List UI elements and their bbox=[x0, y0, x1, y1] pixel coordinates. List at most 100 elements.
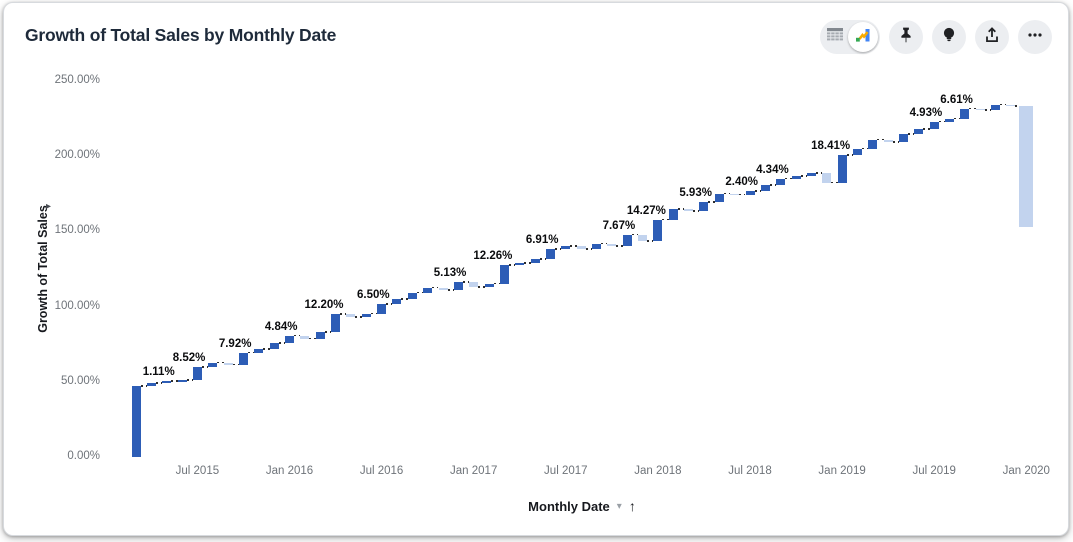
waterfall-bar[interactable] bbox=[315, 332, 325, 339]
waterfall-bar[interactable] bbox=[162, 381, 172, 384]
waterfall-bar[interactable] bbox=[515, 263, 525, 266]
waterfall-bar[interactable] bbox=[653, 219, 663, 242]
x-tick-label: Jan 2020 bbox=[1002, 465, 1050, 477]
waterfall-bar[interactable] bbox=[945, 118, 955, 122]
waterfall-bar[interactable] bbox=[714, 193, 724, 203]
waterfall-bar[interactable] bbox=[208, 362, 218, 368]
waterfall-bar[interactable] bbox=[238, 352, 248, 365]
share-button[interactable] bbox=[975, 20, 1009, 54]
table-view-button[interactable] bbox=[822, 22, 848, 52]
connector-line bbox=[938, 120, 946, 123]
data-label: 4.93% bbox=[909, 106, 943, 119]
connector-line bbox=[954, 117, 961, 120]
waterfall-bar[interactable] bbox=[592, 243, 601, 250]
x-axis-title[interactable]: Monthly Date bbox=[528, 498, 610, 514]
data-label: 7.92% bbox=[218, 337, 252, 350]
sort-ascending-icon[interactable]: ↑ bbox=[628, 498, 636, 514]
waterfall-bar[interactable] bbox=[914, 129, 924, 135]
waterfall-bar[interactable] bbox=[177, 380, 187, 382]
waterfall-bar[interactable] bbox=[899, 134, 908, 143]
x-tick-label: Jan 2019 bbox=[818, 465, 866, 477]
waterfall-bar[interactable] bbox=[331, 314, 341, 333]
pin-icon bbox=[897, 26, 915, 49]
waterfall-bar[interactable] bbox=[699, 202, 709, 212]
waterfall-bar[interactable] bbox=[561, 246, 571, 249]
waterfall-bar[interactable] bbox=[975, 108, 985, 111]
pin-button[interactable] bbox=[889, 20, 923, 54]
waterfall-bar[interactable] bbox=[607, 243, 617, 247]
lightbulb-icon bbox=[940, 26, 958, 49]
waterfall-bar[interactable] bbox=[760, 185, 770, 191]
connector-line bbox=[201, 366, 209, 368]
waterfall-bar[interactable] bbox=[883, 139, 893, 143]
waterfall-bar[interactable] bbox=[131, 386, 141, 457]
waterfall-bar[interactable] bbox=[392, 299, 402, 305]
y-tick-label: 150.00% bbox=[54, 224, 100, 237]
waterfall-bar[interactable] bbox=[254, 349, 264, 353]
connector-line bbox=[447, 289, 454, 291]
waterfall-bar[interactable] bbox=[223, 362, 233, 365]
connector-line bbox=[708, 201, 715, 203]
waterfall-bar[interactable] bbox=[530, 259, 540, 264]
y-axis-expand-icon[interactable]: ▸ bbox=[46, 201, 52, 212]
connector-line bbox=[278, 342, 285, 344]
connector-line bbox=[984, 109, 992, 111]
waterfall-bar[interactable] bbox=[576, 246, 586, 250]
waterfall-bar[interactable] bbox=[929, 121, 939, 130]
waterfall-bar[interactable] bbox=[806, 173, 816, 177]
waterfall-bar[interactable] bbox=[837, 155, 847, 183]
waterfall-bar[interactable] bbox=[192, 367, 202, 381]
waterfall-bar[interactable] bbox=[852, 148, 862, 156]
connector-line bbox=[416, 291, 424, 294]
chart-view-button[interactable] bbox=[848, 22, 878, 52]
waterfall-bar[interactable] bbox=[822, 173, 832, 183]
data-label: 6.91% bbox=[525, 234, 559, 246]
connector-line bbox=[739, 193, 746, 196]
waterfall-bar[interactable] bbox=[361, 313, 371, 318]
waterfall-bar[interactable] bbox=[622, 234, 632, 247]
connector-line bbox=[155, 382, 163, 384]
waterfall-bar[interactable] bbox=[776, 178, 786, 186]
waterfall-bar[interactable] bbox=[499, 265, 509, 284]
waterfall-bar[interactable] bbox=[146, 383, 156, 386]
waterfall-bar[interactable] bbox=[469, 282, 479, 288]
connector-line bbox=[923, 128, 930, 130]
waterfall-bar[interactable] bbox=[377, 304, 387, 314]
waterfall-bar[interactable] bbox=[868, 139, 878, 149]
waterfall-bar[interactable] bbox=[1019, 106, 1034, 227]
waterfall-bar[interactable] bbox=[668, 209, 678, 220]
data-label: 1.11% bbox=[142, 366, 175, 379]
y-tick-label: 100.00% bbox=[54, 299, 100, 312]
x-axis-control[interactable]: Monthly Date ▾ ↑ bbox=[528, 498, 636, 514]
connector-line bbox=[232, 363, 239, 366]
waterfall-bar[interactable] bbox=[407, 292, 417, 300]
connector-line bbox=[616, 245, 623, 247]
more-button[interactable] bbox=[1018, 20, 1052, 54]
x-tick-label: Jan 2016 bbox=[265, 465, 314, 477]
data-label: 5.13% bbox=[433, 267, 467, 280]
connector-line bbox=[294, 334, 301, 337]
connector-line bbox=[355, 316, 362, 318]
connector-line bbox=[524, 262, 531, 264]
waterfall-bar[interactable] bbox=[300, 335, 310, 339]
waterfall-bar[interactable] bbox=[484, 283, 494, 288]
waterfall-bar[interactable] bbox=[346, 314, 356, 318]
x-tick-label: Jul 2019 bbox=[912, 465, 956, 477]
waterfall-bar[interactable] bbox=[684, 209, 694, 212]
waterfall-bar[interactable] bbox=[545, 249, 555, 260]
waterfall-bar[interactable] bbox=[791, 176, 801, 179]
waterfall-bar[interactable] bbox=[991, 104, 1001, 111]
waterfall-bar[interactable] bbox=[285, 335, 294, 344]
connector-line bbox=[846, 154, 853, 156]
waterfall-bar[interactable] bbox=[745, 191, 755, 195]
waterfall-bar[interactable] bbox=[1006, 104, 1016, 107]
waterfall-bar[interactable] bbox=[269, 343, 279, 350]
waterfall-bar[interactable] bbox=[638, 234, 648, 242]
waterfall-bar[interactable] bbox=[960, 108, 970, 119]
explore-button[interactable] bbox=[932, 20, 966, 54]
connector-line bbox=[493, 282, 500, 285]
waterfall-bar[interactable] bbox=[438, 287, 448, 291]
waterfall-bar[interactable] bbox=[423, 287, 433, 293]
waterfall-bar[interactable] bbox=[730, 193, 740, 196]
waterfall-bar[interactable] bbox=[453, 282, 463, 291]
